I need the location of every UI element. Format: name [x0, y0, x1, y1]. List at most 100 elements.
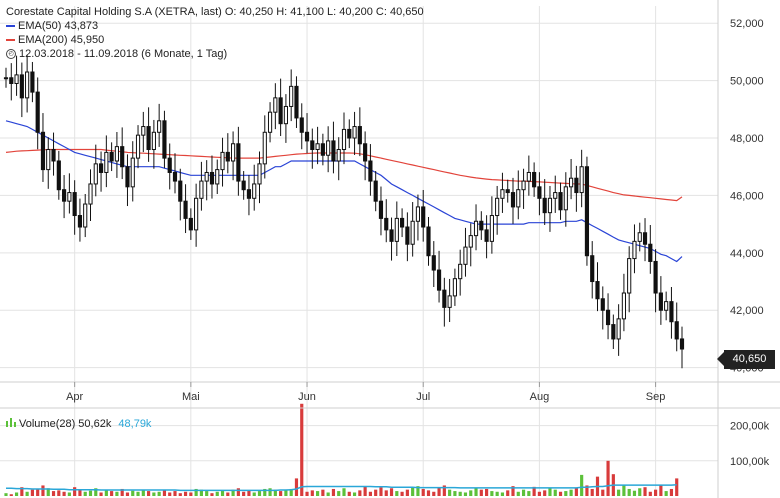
candle — [141, 111, 146, 153]
candle-body — [183, 200, 188, 219]
candle-body — [363, 143, 368, 162]
candle-body — [9, 77, 14, 84]
time-tick-label: Sep — [646, 391, 666, 403]
volume-bar — [469, 490, 473, 496]
candle — [595, 262, 600, 312]
volume-bar — [321, 489, 325, 496]
volume-bar — [601, 489, 605, 496]
volume-bar — [474, 488, 478, 496]
volume-bar — [617, 489, 621, 496]
candle-body — [188, 217, 193, 231]
volume-bar — [432, 491, 436, 496]
volume-bar — [463, 492, 468, 496]
candle-body — [3, 77, 9, 80]
candle — [600, 286, 605, 330]
volume-bar — [585, 485, 589, 496]
candle — [378, 186, 384, 236]
volume-bar — [569, 489, 573, 496]
volume-bar — [411, 487, 415, 496]
candle — [77, 198, 83, 242]
candle-body — [479, 220, 484, 231]
candle — [9, 63, 14, 101]
candle-body — [621, 292, 626, 320]
volume-bar — [220, 490, 225, 496]
candle — [521, 168, 526, 209]
candle — [389, 217, 394, 261]
volume-bar — [199, 489, 203, 496]
candle-body — [162, 120, 167, 159]
candle — [194, 183, 199, 247]
candle — [283, 94, 288, 143]
volume-bar — [638, 488, 642, 496]
candle — [273, 83, 278, 130]
candle-body — [452, 278, 457, 297]
candle-body — [532, 171, 537, 188]
volume-bar — [57, 490, 61, 496]
candle — [679, 326, 685, 369]
candle-body — [611, 324, 616, 340]
candle — [563, 172, 568, 227]
candle-body — [347, 128, 352, 139]
candle-body — [495, 197, 500, 217]
candle — [225, 133, 230, 174]
candle — [341, 112, 347, 165]
candle — [436, 250, 442, 303]
time-tick-label: Aug — [530, 391, 550, 403]
volume-bar — [104, 489, 108, 496]
candle — [30, 61, 35, 103]
candle-body — [394, 217, 399, 242]
candle — [315, 126, 320, 165]
candle-body — [294, 85, 299, 119]
volume-bar — [141, 489, 145, 496]
candle-body — [167, 157, 172, 173]
volume-bar — [94, 488, 98, 496]
candle-body — [579, 166, 584, 194]
volume-bar — [231, 489, 235, 496]
volume-bar — [326, 492, 330, 496]
candle — [236, 126, 241, 196]
candle-body — [204, 171, 209, 182]
candle — [479, 211, 484, 240]
candle — [611, 314, 616, 349]
volume-bar — [352, 492, 357, 496]
candle — [120, 127, 125, 180]
price-tick-label: 48,000 — [730, 133, 764, 145]
volume-tick-label: 100,00k — [730, 456, 770, 468]
candle-body — [415, 206, 421, 222]
volume-bar — [189, 492, 193, 496]
volume-bar — [574, 488, 578, 496]
volume-bar — [506, 490, 510, 496]
volume-bar — [210, 493, 214, 496]
candle-body — [220, 151, 225, 171]
candle — [46, 137, 51, 189]
volume-bar — [152, 492, 156, 496]
volume-bar — [51, 491, 56, 496]
volume-bar — [268, 488, 272, 496]
candlestick-series — [3, 55, 685, 369]
volume-legend: Volume(28) 50,62k 48,79k — [6, 417, 151, 431]
candle-body — [590, 255, 595, 283]
candle — [584, 156, 590, 266]
candle-body — [326, 140, 331, 156]
candle — [532, 162, 537, 197]
candle-body — [505, 189, 510, 194]
candle — [347, 119, 352, 149]
volume-bar — [426, 490, 431, 496]
candle — [19, 62, 24, 118]
volume-bar — [183, 491, 188, 496]
candle — [146, 107, 151, 162]
candle — [468, 223, 473, 267]
volume-bar — [442, 485, 446, 496]
candle-body — [384, 217, 389, 231]
volume-bar — [168, 492, 172, 496]
candle-body — [273, 97, 278, 113]
candle — [579, 149, 584, 208]
candle-body — [236, 143, 241, 182]
candle-body — [141, 126, 146, 136]
volume-bar — [374, 489, 378, 496]
ema200-swatch — [6, 39, 15, 42]
volume-bar — [316, 491, 320, 496]
clock-icon: ◴ — [6, 49, 16, 60]
